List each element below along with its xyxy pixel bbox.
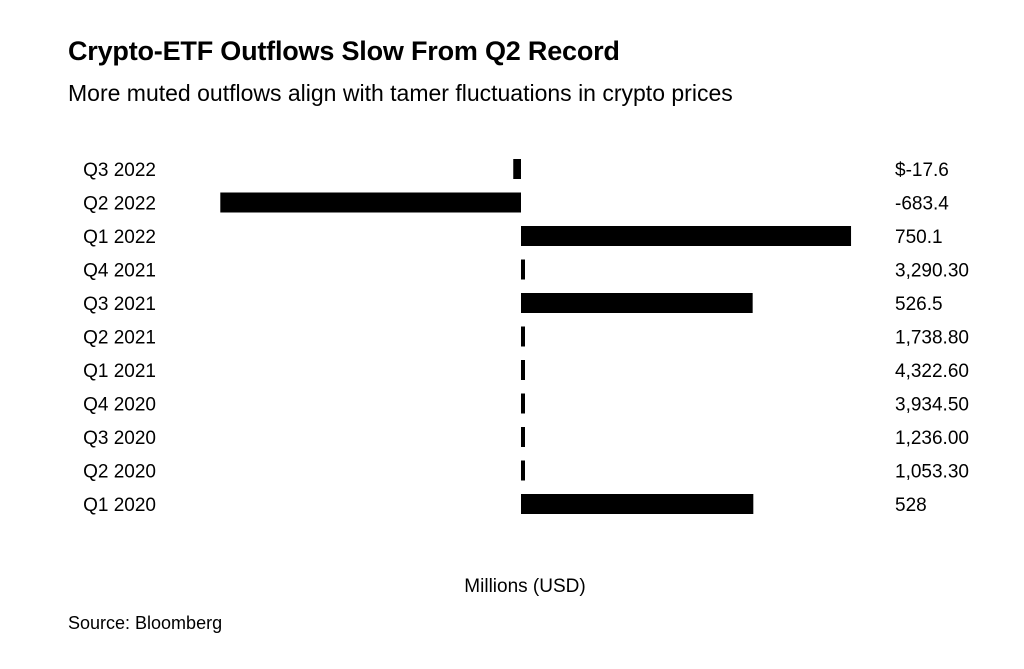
value-label: 750.1 [895, 227, 943, 248]
category-label: Q1 2022 [83, 227, 156, 248]
value-label: 528 [895, 495, 927, 516]
value-label: 1,236.00 [895, 428, 969, 449]
bar [521, 494, 754, 514]
value-label: 1,738.80 [895, 328, 969, 349]
bar [521, 427, 525, 447]
category-label: Q2 2021 [83, 328, 156, 349]
category-label: Q1 2020 [83, 495, 156, 516]
category-label: Q3 2021 [83, 294, 156, 315]
category-label: Q1 2021 [83, 361, 156, 382]
value-label: 3,290.30 [895, 261, 969, 282]
category-label: Q3 2022 [83, 160, 156, 181]
bar [521, 393, 525, 414]
source-note: Source: Bloomberg [68, 613, 223, 633]
bar [521, 460, 525, 481]
bar [521, 226, 852, 246]
value-label: 4,322.60 [895, 361, 969, 382]
bar [521, 360, 525, 380]
category-label: Q4 2020 [83, 395, 156, 416]
value-label: -683.4 [895, 194, 949, 215]
category-label: Q3 2020 [83, 428, 156, 449]
x-axis-label: Millions (USD) [464, 576, 586, 597]
value-label: $-17.6 [895, 160, 949, 181]
bar [521, 326, 525, 347]
bar [521, 293, 753, 313]
chart-subtitle: More muted outflows align with tamer flu… [68, 80, 733, 106]
value-label: 3,934.50 [895, 395, 969, 416]
bar [513, 159, 521, 179]
bar [521, 259, 525, 280]
chart-title: Crypto-ETF Outflows Slow From Q2 Record [68, 36, 620, 66]
category-label: Q2 2022 [83, 194, 156, 215]
category-label: Q4 2021 [83, 261, 156, 282]
bar [220, 192, 521, 213]
category-label: Q2 2020 [83, 462, 156, 483]
value-label: 526.5 [895, 294, 943, 315]
value-label: 1,053.30 [895, 462, 969, 483]
